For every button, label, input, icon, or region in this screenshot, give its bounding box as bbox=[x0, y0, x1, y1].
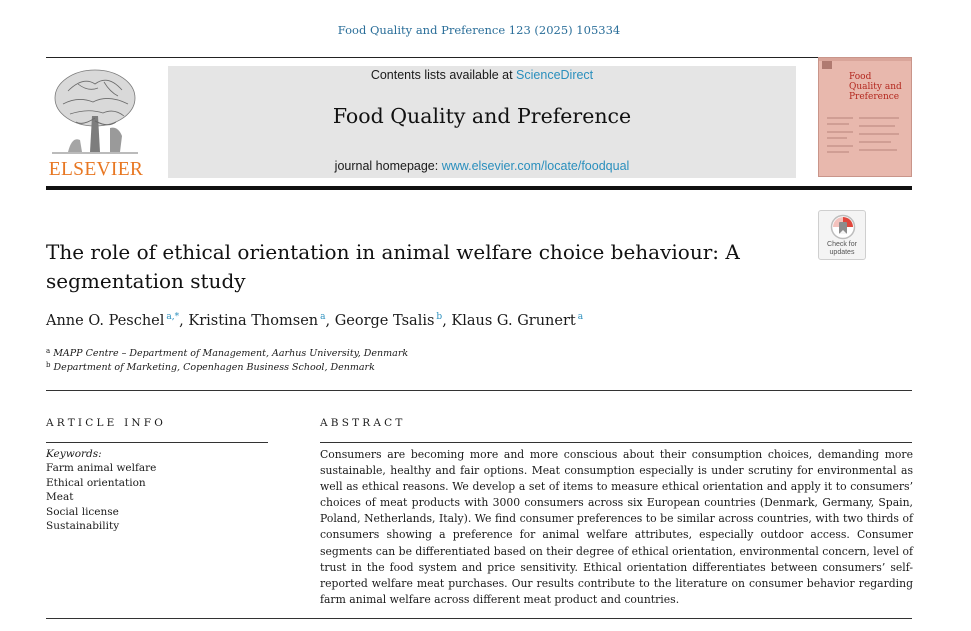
check-updates-label: Check for updates bbox=[819, 241, 865, 256]
section-divider bbox=[46, 390, 912, 391]
article-info-divider bbox=[46, 442, 268, 443]
homepage-prefix: journal homepage: bbox=[334, 159, 442, 173]
header-thick-divider bbox=[46, 186, 912, 190]
journal-name[interactable]: Food Quality and Preference bbox=[332, 104, 632, 128]
affiliation-b: b Department of Marketing, Copenhagen Bus… bbox=[46, 361, 375, 373]
author-affil-mark[interactable]: b bbox=[436, 312, 443, 322]
affiliation-text: MAPP Centre – Department of Management, … bbox=[53, 348, 409, 359]
author-affil-mark[interactable]: a,* bbox=[166, 312, 180, 322]
contents-line: Contents lists available at ScienceDirec… bbox=[168, 68, 796, 82]
sciencedirect-link[interactable]: ScienceDirect bbox=[516, 68, 594, 82]
author-affil-mark[interactable]: a bbox=[577, 312, 584, 322]
journal-cover-thumbnail[interactable]: Food Quality and Preference bbox=[818, 57, 912, 177]
abstract-text: Consumers are becoming more and more con… bbox=[320, 448, 913, 606]
cover-title: Food Quality and Preference bbox=[849, 72, 902, 102]
keyword-item: Social license bbox=[46, 505, 119, 518]
keyword-item: Sustainability bbox=[46, 520, 120, 533]
cover-decoration bbox=[819, 58, 911, 153]
author-name[interactable]: Anne O. Peschel bbox=[46, 313, 165, 329]
author-name[interactable]: George Tsalis bbox=[334, 313, 435, 329]
journal-homepage-link[interactable]: www.elsevier.com/locate/foodqual bbox=[441, 159, 630, 173]
elsevier-tree-icon bbox=[52, 69, 138, 154]
abstract-divider bbox=[320, 442, 912, 443]
crossmark-icon bbox=[830, 214, 856, 240]
publisher-logo[interactable]: ELSEVIER bbox=[46, 66, 146, 181]
keyword-item: Meat bbox=[46, 491, 74, 504]
affiliation-a: a MAPP Centre – Department of Management,… bbox=[46, 347, 408, 359]
article-info-heading: ARTICLE INFO bbox=[46, 417, 167, 429]
affiliation-mark: a bbox=[46, 347, 51, 355]
homepage-line: journal homepage: www.elsevier.com/locat… bbox=[168, 159, 796, 173]
contents-prefix: Contents lists available at bbox=[370, 68, 517, 82]
bottom-divider bbox=[46, 618, 912, 619]
keyword-item: Ethical orientation bbox=[46, 476, 146, 489]
check-for-updates-button[interactable]: Check for updates bbox=[818, 210, 866, 260]
author-name[interactable]: Klaus G. Grunert bbox=[451, 313, 576, 329]
check-updates-line2: updates bbox=[829, 248, 855, 256]
journal-citation: Food Quality and Preference 123 (2025) 1… bbox=[337, 23, 621, 37]
affiliation-text: Department of Marketing, Copenhagen Busi… bbox=[53, 362, 375, 373]
affiliation-mark: b bbox=[46, 361, 51, 369]
journal-header-box: Contents lists available at ScienceDirec… bbox=[168, 66, 796, 178]
check-updates-line1: Check for bbox=[827, 241, 857, 248]
publisher-name: ELSEVIER bbox=[48, 159, 144, 180]
article-title: The role of ethical orientation in anima… bbox=[46, 240, 740, 293]
author-list: Anne O. Peschel a,*, Kristina Thomsen a, G… bbox=[46, 312, 584, 329]
keywords-block: Keywords: Farm animal welfare Ethical or… bbox=[46, 447, 156, 533]
author-affil-mark[interactable]: a bbox=[320, 312, 326, 322]
author-name[interactable]: Kristina Thomsen bbox=[188, 313, 319, 329]
top-divider bbox=[46, 57, 912, 58]
keyword-item: Farm animal welfare bbox=[46, 462, 157, 475]
abstract-heading: ABSTRACT bbox=[320, 417, 406, 429]
keywords-label: Keywords: bbox=[46, 448, 102, 460]
